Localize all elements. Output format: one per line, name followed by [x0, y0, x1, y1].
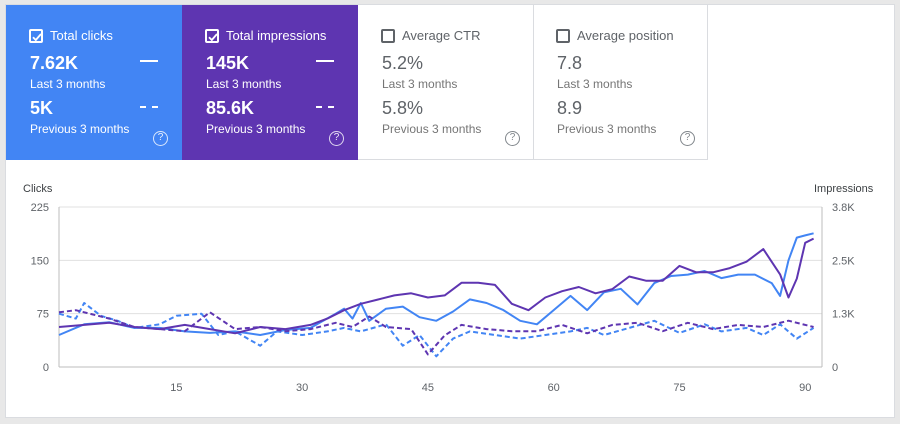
checkbox-unchecked-icon[interactable]	[556, 29, 570, 43]
metric-label: Total clicks	[50, 28, 113, 43]
metric-prev-period: Previous 3 months	[557, 122, 657, 136]
help-icon[interactable]: ?	[329, 131, 344, 146]
metric-prev-period: Previous 3 months	[382, 122, 482, 136]
x-tick-label: 75	[673, 382, 685, 394]
metric-label: Average CTR	[402, 28, 481, 43]
metric-period: Last 3 months	[557, 77, 633, 91]
metric-prev-value: 8.9	[557, 98, 583, 118]
y-axis-title: Clicks	[23, 183, 53, 195]
x-tick-label: 60	[548, 382, 560, 394]
x-tick-label: 90	[799, 382, 811, 394]
dashed-line-legend-icon	[140, 106, 158, 108]
metric-label: Total impressions	[226, 28, 327, 43]
solid-line-legend-icon	[140, 60, 158, 62]
metric-prev-value: 5.8%	[382, 98, 424, 118]
x-tick-label: 30	[296, 382, 308, 394]
y2-tick-label: 1.3K	[832, 309, 855, 321]
metric-period: Last 3 months	[382, 77, 458, 91]
y2-axis-title: Impressions	[814, 183, 874, 195]
metric-card-impressions[interactable]: Total impressions 145K Last 3 months 85.…	[182, 5, 358, 160]
chart-series	[58, 232, 815, 358]
metric-value: 7.62K	[30, 53, 79, 73]
metric-card-ctr[interactable]: Average CTR 5.2% Last 3 months 5.8% Prev…	[358, 5, 534, 160]
y-tick-label: 0	[43, 362, 49, 374]
metric-prev-period: Previous 3 months	[206, 122, 306, 136]
metric-prev-value: 85.6K	[206, 98, 255, 118]
dashed-line-legend-icon	[316, 106, 334, 108]
help-icon[interactable]: ?	[153, 131, 168, 146]
metric-period: Last 3 months	[30, 77, 106, 91]
x-tick-label: 15	[170, 382, 182, 394]
y-tick-label: 225	[31, 202, 49, 214]
y2-tick-label: 2.5K	[832, 255, 855, 267]
series-line-clicks-current[interactable]	[58, 232, 814, 336]
y-tick-label: 75	[37, 309, 49, 321]
help-icon[interactable]: ?	[505, 131, 520, 146]
checkbox-unchecked-icon[interactable]	[381, 29, 395, 43]
metric-value: 5.2%	[382, 53, 424, 73]
metric-prev-value: 5K	[30, 98, 54, 118]
metric-card-position[interactable]: Average position 7.8 Last 3 months 8.9 P…	[533, 5, 708, 160]
x-tick-label: 45	[422, 382, 434, 394]
metric-cards: Total clicks 7.62K Last 3 months 5K Prev…	[6, 5, 896, 160]
y2-tick-label: 0	[832, 362, 838, 374]
axis-ticks: 0 0 75 1.3K 150 2.5K 225 3.8K 15 30 45 60 75 90	[31, 202, 856, 394]
metric-label: Average position	[577, 28, 674, 43]
help-icon[interactable]: ?	[680, 131, 695, 146]
metric-card-clicks[interactable]: Total clicks 7.62K Last 3 months 5K Prev…	[6, 5, 182, 160]
checkbox-checked-icon[interactable]	[205, 29, 219, 43]
metric-period: Last 3 months	[206, 77, 282, 91]
metric-value: 145K	[206, 53, 250, 73]
y2-tick-label: 3.8K	[832, 202, 855, 214]
series-line-clicks-previous[interactable]	[58, 302, 815, 358]
metric-value: 7.8	[557, 53, 583, 73]
checkbox-checked-icon[interactable]	[29, 29, 43, 43]
performance-panel: Total clicks 7.62K Last 3 months 5K Prev…	[5, 4, 895, 418]
series-line-impressions-current[interactable]	[58, 237, 815, 335]
solid-line-legend-icon	[316, 60, 334, 62]
gridlines	[58, 206, 823, 368]
performance-chart: 0 0 75 1.3K 150 2.5K 225 3.8K 15 30 45 60 75 90	[31, 202, 856, 394]
metric-prev-period: Previous 3 months	[30, 122, 130, 136]
series-line-impressions-previous[interactable]	[58, 309, 814, 356]
y-tick-label: 150	[31, 255, 49, 267]
